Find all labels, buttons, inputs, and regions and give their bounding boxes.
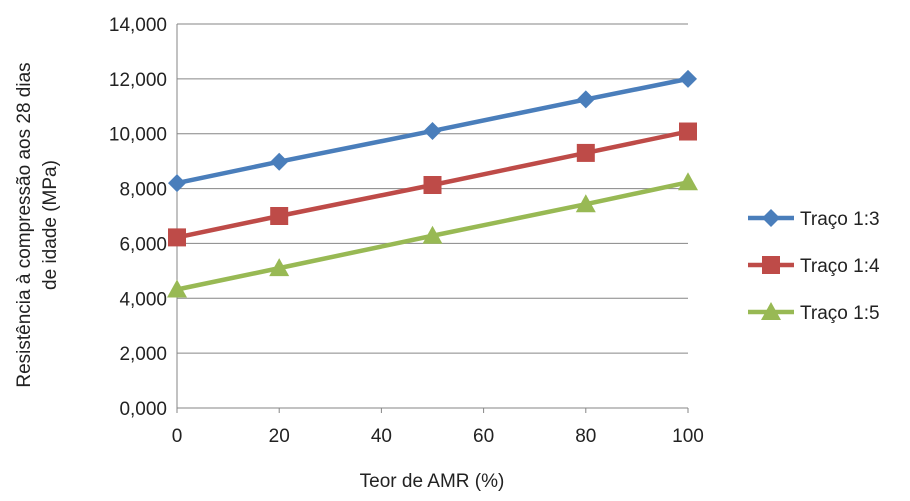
y-tick-label-6: 12,000 (109, 70, 167, 91)
x-tick-label-2: 40 (371, 426, 392, 447)
data-point-s2-0 (167, 279, 187, 298)
legend-marker-2 (761, 302, 781, 320)
data-point-s0-2 (423, 121, 442, 140)
data-point-s0-1 (270, 152, 289, 171)
data-point-s1-4 (679, 122, 697, 141)
y-axis-title-line-2: de idade (MPa) (40, 160, 61, 290)
legend-marker-0 (762, 209, 780, 227)
data-point-s2-3 (575, 194, 596, 213)
y-axis-title: Resistência à compressão aos 28 dias de … (14, 62, 61, 387)
data-point-s1-0 (168, 228, 186, 247)
x-tick-label-3: 60 (473, 426, 494, 447)
y-tick-label-7: 14,000 (109, 15, 167, 36)
y-tick-label-1: 2,000 (119, 344, 167, 365)
legend-label-1: Traço 1:4 (800, 256, 880, 277)
x-tick-label-1: 20 (269, 426, 290, 447)
x-axis-title: Teor de AMR (%) (360, 471, 505, 492)
data-point-s1-3 (576, 143, 595, 162)
x-tick-label-0: 0 (172, 426, 183, 447)
legend-label-2: Traço 1:5 (800, 303, 880, 324)
data-point-s2-2 (422, 225, 443, 244)
y-tick-label-3: 6,000 (119, 234, 167, 255)
legend: Traço 1:3 Traço 1:4 Traço 1:5 (748, 209, 880, 324)
data-point-s2-1 (269, 258, 290, 277)
series-markers (167, 69, 698, 298)
y-tick-label-5: 10,000 (109, 125, 167, 146)
y-tick-label-2: 4,000 (119, 289, 167, 310)
x-tick-label-5: 100 (672, 426, 704, 447)
y-tick-label-4: 8,000 (119, 180, 167, 201)
data-point-s0-0 (168, 174, 186, 193)
data-point-s0-3 (576, 90, 595, 109)
data-point-s1-1 (270, 207, 289, 225)
y-axis-title-line-1: Resistência à compressão aos 28 dias (14, 62, 35, 387)
legend-marker-1 (762, 256, 780, 274)
tick-labels: 0,000 2,000 4,000 6,000 8,000 10,000 12,000 14,… (109, 15, 704, 447)
data-point-s1-2 (423, 176, 442, 195)
axes (176, 24, 689, 413)
x-tick-label-4: 80 (575, 426, 596, 447)
gridlines (177, 23, 688, 409)
y-tick-label-0: 0,000 (119, 399, 167, 420)
legend-label-0: Traço 1:3 (800, 209, 880, 230)
data-point-s2-4 (678, 172, 698, 191)
data-point-s0-4 (679, 69, 697, 88)
